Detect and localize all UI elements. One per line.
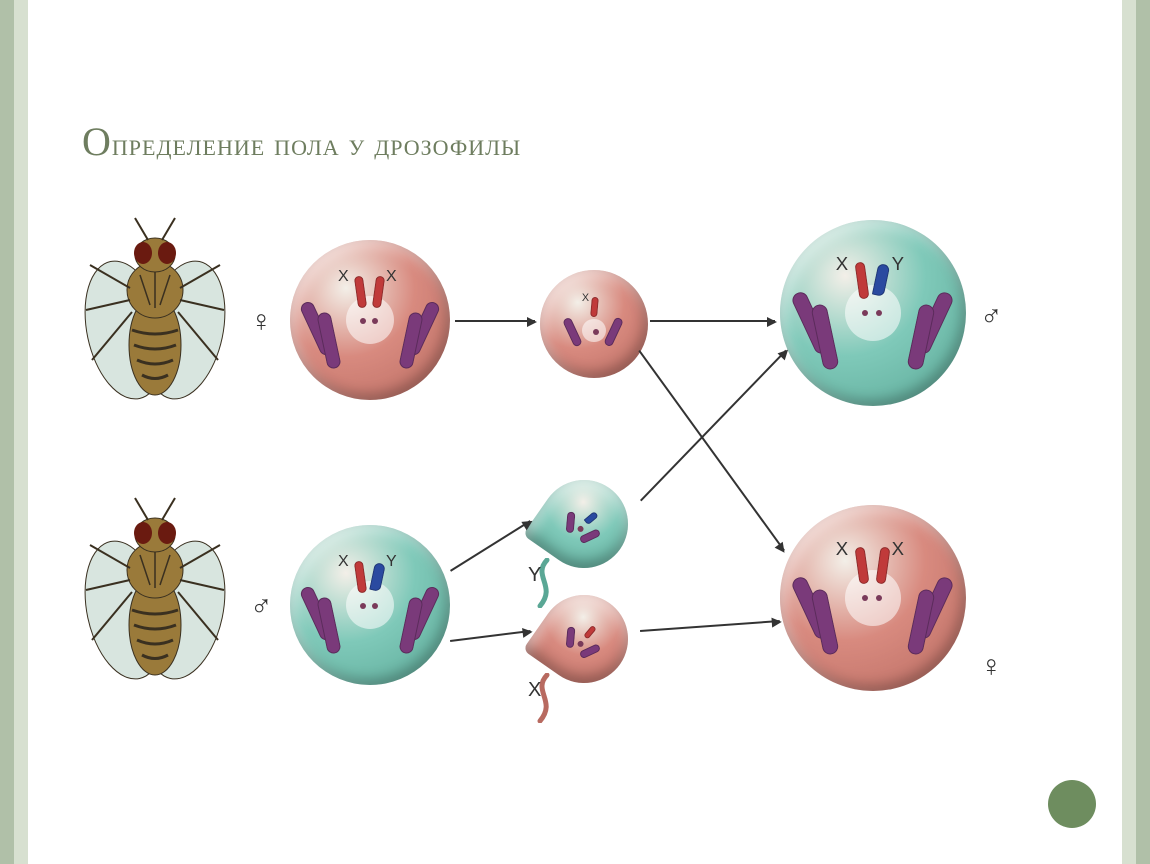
corner-accent-dot bbox=[1048, 780, 1096, 828]
arrow bbox=[650, 320, 775, 322]
cell-parent_male: XY bbox=[290, 525, 450, 685]
title-initial: О bbox=[82, 119, 112, 164]
cell-offspring_male: XY bbox=[780, 220, 966, 406]
cell-parent_female: XX bbox=[290, 240, 450, 400]
title-text: пределение пола у дрозофилы bbox=[112, 126, 521, 162]
diagram: XX XY XYX XY XX♀♂♂♀ bbox=[80, 190, 1070, 740]
sex-symbol-female: ♀ bbox=[980, 650, 1003, 684]
arrow bbox=[638, 350, 785, 551]
gamete-label: Y bbox=[528, 564, 541, 587]
sex-symbol-male: ♂ bbox=[250, 590, 273, 624]
sex-symbol-male: ♂ bbox=[980, 300, 1003, 334]
cell-egg_x: X bbox=[540, 270, 648, 378]
fly-male bbox=[80, 490, 230, 680]
cell-offspring_female: XX bbox=[780, 505, 966, 691]
page-title: Определение пола у дрозофилы bbox=[82, 118, 521, 165]
arrow bbox=[450, 630, 530, 642]
fly-svg bbox=[80, 490, 230, 680]
fly-svg bbox=[80, 210, 230, 400]
arrow bbox=[640, 350, 786, 501]
arrow bbox=[640, 620, 780, 632]
sex-symbol-female: ♀ bbox=[250, 305, 273, 339]
arrow bbox=[450, 520, 531, 572]
gamete-label: X bbox=[528, 679, 541, 702]
fly-female bbox=[80, 210, 230, 400]
arrow bbox=[455, 320, 535, 322]
